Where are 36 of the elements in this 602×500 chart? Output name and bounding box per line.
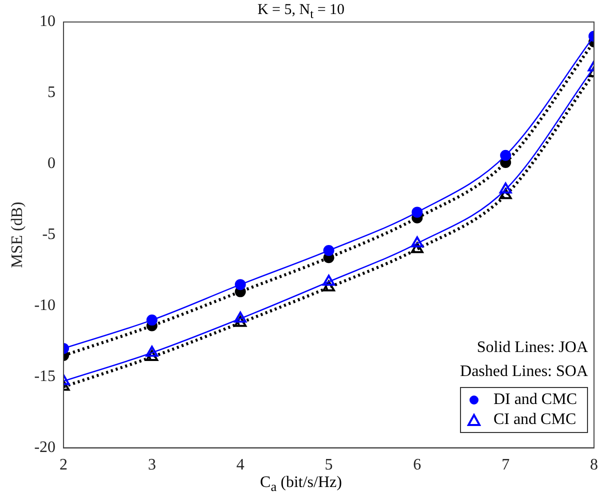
legend-label: DI and CMC xyxy=(493,391,577,409)
chart-title: K = 5, N$_{t}$ = 10 xyxy=(257,2,345,21)
point xyxy=(234,316,247,327)
point xyxy=(499,188,512,200)
point xyxy=(322,280,335,292)
point xyxy=(499,182,512,194)
point xyxy=(500,150,512,161)
y-tick-label: -10 xyxy=(34,297,56,314)
y-tick-label: -15 xyxy=(34,368,56,386)
y-tick-label: -20 xyxy=(34,439,56,456)
point xyxy=(146,346,158,357)
x-tick-label: 7 xyxy=(502,456,510,474)
y-tick-label: 0 xyxy=(48,155,56,172)
x-tick-label: 6 xyxy=(413,456,422,474)
x-tick-label: 2 xyxy=(60,456,68,474)
y-axis-title: MSE (dB) xyxy=(8,202,26,268)
x-tick-label: 8 xyxy=(590,456,598,474)
x-tick-label: 3 xyxy=(148,456,156,474)
point xyxy=(146,314,158,326)
y-tick-label: -5 xyxy=(42,226,56,244)
point xyxy=(412,206,423,218)
x-tick-label: 4 xyxy=(236,456,244,474)
point xyxy=(323,245,334,256)
y-tick-label: 5 xyxy=(48,84,56,102)
annotation: Solid Lines: JOA xyxy=(476,338,588,358)
point xyxy=(410,236,424,248)
legend-label: CI and CMC xyxy=(493,411,576,429)
y-tick-label: 10 xyxy=(40,13,56,30)
point xyxy=(410,242,424,254)
point xyxy=(146,350,158,361)
point xyxy=(234,279,246,290)
point xyxy=(234,312,247,323)
x-tick-label: 5 xyxy=(324,456,333,474)
annotation: Dashed Lines: SOA xyxy=(460,362,588,382)
point xyxy=(322,274,335,286)
x-axis-title: C$_{a}$ (bit/s/Hz) xyxy=(259,474,343,496)
